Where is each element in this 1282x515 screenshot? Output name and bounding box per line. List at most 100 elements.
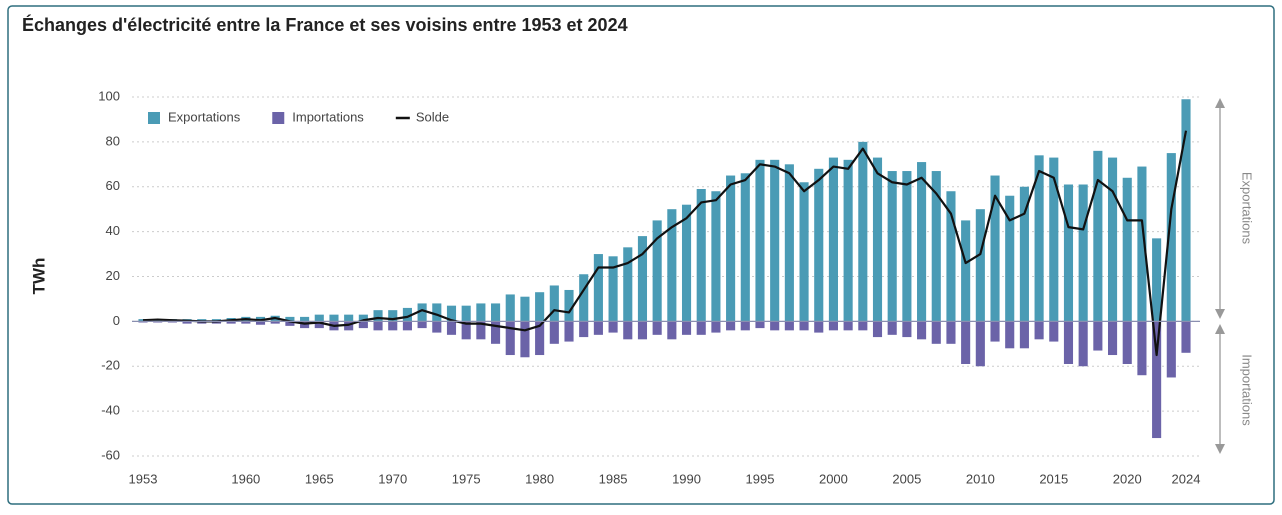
bar [858, 141, 868, 322]
bar [961, 220, 971, 322]
bar [726, 321, 736, 331]
legend-swatch [272, 112, 285, 124]
bar [255, 321, 266, 325]
x-tick-label: 1990 [672, 471, 701, 486]
bar [799, 321, 809, 331]
bar [593, 321, 603, 335]
bar [917, 321, 927, 340]
x-tick-label: 1975 [452, 471, 481, 486]
bar [946, 321, 956, 344]
bar [652, 321, 662, 335]
bar [491, 303, 501, 322]
bar [446, 321, 457, 335]
bar [858, 321, 868, 331]
y-axis-label: TWh [29, 258, 48, 295]
bar [799, 182, 809, 322]
y-tick-label: 40 [106, 223, 120, 238]
bar [1181, 321, 1191, 353]
bar [1137, 321, 1147, 376]
bar [344, 314, 354, 322]
bar [417, 321, 427, 329]
y-tick-label: 0 [113, 313, 120, 328]
legend-swatch [148, 112, 160, 124]
bar [1005, 195, 1015, 322]
bar [872, 321, 883, 338]
bar [211, 319, 222, 322]
bar [1093, 150, 1103, 322]
bar [990, 321, 1000, 342]
bar [1019, 321, 1029, 349]
bar [432, 321, 442, 333]
bar [696, 188, 706, 322]
y-tick-label: 20 [106, 268, 120, 283]
bar [579, 321, 589, 338]
y-tick-label: -60 [101, 447, 120, 462]
bar [843, 159, 853, 322]
bar [828, 321, 838, 331]
bar [197, 319, 207, 322]
bar [902, 321, 912, 338]
bar [241, 321, 251, 324]
bar [432, 303, 442, 322]
bar [917, 162, 927, 322]
bar [461, 321, 471, 340]
legend-label: Exportations [168, 109, 241, 124]
bar [138, 319, 148, 322]
bar [579, 274, 589, 322]
bar [476, 303, 486, 322]
bar [1063, 184, 1074, 322]
bar [373, 310, 383, 322]
bar [549, 285, 559, 322]
bar [564, 289, 574, 322]
bar [975, 209, 985, 322]
bar [388, 310, 398, 322]
bar [887, 321, 897, 335]
bar [1049, 157, 1059, 322]
bar [211, 321, 222, 324]
bar [1107, 157, 1118, 322]
bar [887, 171, 897, 322]
bar [814, 321, 824, 333]
bar [931, 321, 941, 344]
x-tick-label: 2024 [1172, 471, 1201, 486]
bar [1034, 321, 1044, 340]
x-tick-label: 1985 [599, 471, 628, 486]
bar [505, 294, 515, 322]
annotation: Importations [1240, 354, 1255, 426]
bar [535, 321, 545, 356]
bar [1078, 321, 1088, 367]
bar [1152, 321, 1162, 439]
y-tick-label: 100 [98, 88, 120, 103]
x-tick-label: 2020 [1113, 471, 1142, 486]
bar [681, 204, 692, 322]
bar [711, 191, 721, 322]
bar [726, 175, 736, 322]
bar [344, 321, 354, 331]
bar [696, 321, 706, 335]
legend-item: Importations [272, 109, 364, 124]
bar [1122, 321, 1132, 365]
bar [402, 307, 412, 322]
bar [667, 209, 677, 322]
bar [872, 157, 883, 322]
bar [476, 321, 486, 340]
annotation: Exportations [1240, 172, 1255, 245]
bar [1122, 177, 1132, 322]
chart-title: Échanges d'électricité entre la France e… [22, 14, 628, 35]
legend-item: Solde [395, 109, 449, 124]
bar [652, 220, 662, 322]
x-tick-label: 1960 [231, 471, 260, 486]
bar [1019, 186, 1029, 322]
bar [755, 321, 765, 329]
bar [1078, 184, 1088, 322]
bar [1034, 155, 1044, 322]
bar [535, 292, 545, 322]
bar [197, 321, 207, 324]
bar [1166, 153, 1176, 322]
bar [461, 305, 471, 322]
bar [711, 321, 721, 333]
bar [226, 321, 236, 324]
bar [637, 236, 648, 322]
bar [755, 159, 765, 322]
